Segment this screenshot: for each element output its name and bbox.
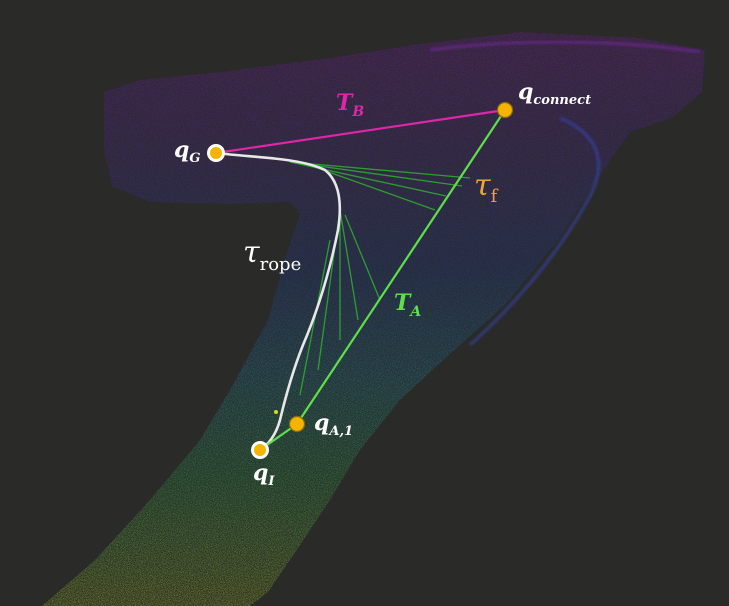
tree-b-edge [215,108,506,155]
tau-rope-label: τrope [243,235,301,275]
q-init-label: qI [253,460,275,489]
small-marker [274,410,278,414]
point-cloud-fill [42,32,705,606]
q-init-node [251,441,269,459]
tree-a-edge-long [296,109,506,425]
tree-b-label: TB [336,90,364,120]
q-connect-node [496,101,514,119]
branch-line [311,165,436,211]
tree-a-label: TA [394,290,421,320]
point-cloud-edge [468,116,601,347]
q-goal-label: qG [174,137,201,166]
branch-line [339,209,359,321]
branch-line [344,214,381,301]
point-cloud [42,32,705,606]
q-connect-label: qconnect [518,79,591,108]
q-a1-label: qA,1 [314,410,353,439]
rope-path [214,151,342,452]
branch-line [289,161,471,179]
point-cloud-edge-top [429,40,701,54]
q-goal-node [207,144,225,162]
tau-f-label: τf [474,168,499,207]
q-a1-node [288,415,306,433]
